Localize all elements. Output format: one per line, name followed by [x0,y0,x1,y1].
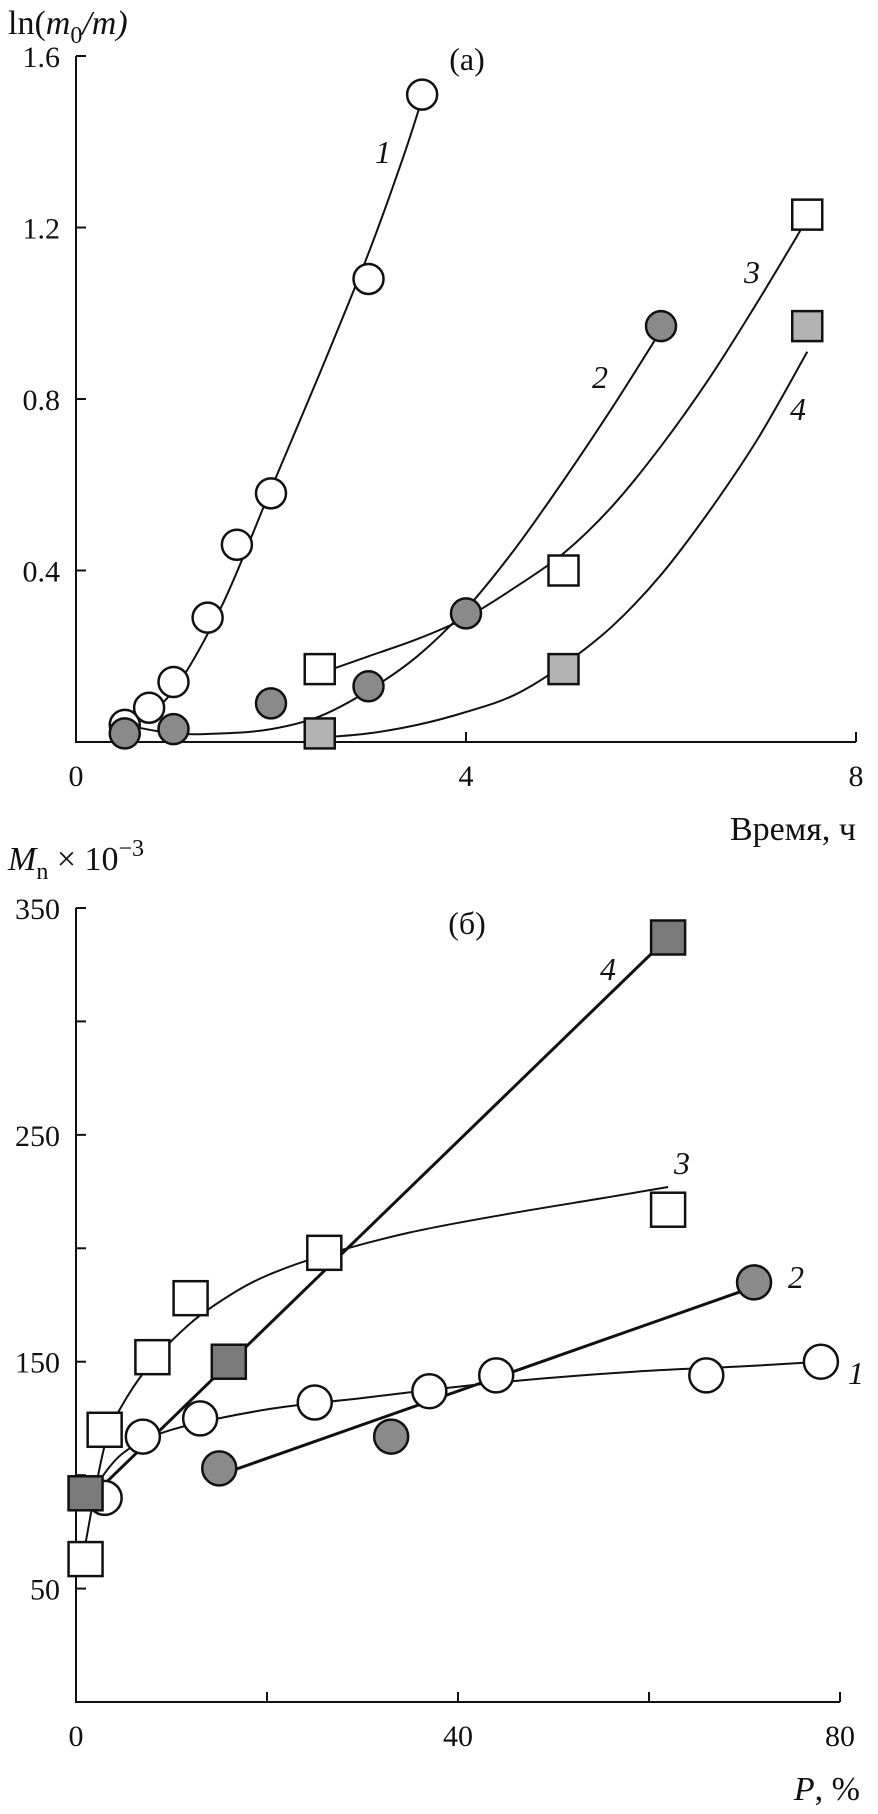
fit-curve-a-2 [124,329,662,736]
point-a-2-5 [644,309,678,343]
point-a-3-1 [547,554,580,587]
curve-label-a-1: 1 [375,134,391,170]
point-b-3-0 [67,1540,104,1578]
fit-curve-b-4 [84,936,670,1504]
point-b-1-3 [296,1384,333,1421]
point-b-1-6 [688,1357,725,1394]
point-b-1-7 [802,1343,840,1380]
y-tick-label-a-1: 0.8 [23,384,61,417]
y-tick-label-a-2: 1.2 [23,213,61,246]
point-b-1-4 [411,1372,448,1410]
curve-label-a-3: 3 [743,254,760,290]
ylabel-M: M [7,841,38,878]
point-b-4-0 [67,1475,104,1512]
ylabel-subscript-n: n [36,859,48,885]
x-tick-label-a-1: 4 [459,760,474,793]
panel-b-fit-curves [84,936,821,1544]
fit-curve-a-1 [128,98,424,730]
panel-a-ticks: 0 4 8 0.4 0.8 1.2 1.6 [23,41,864,793]
panel-a-time-plot: ln(m0/m) (а) 0 4 80.40.81.21.6 1 2 3 4 Вре… [8,5,864,848]
point-a-4-2 [791,309,824,343]
point-b-4-2 [649,919,687,956]
panel-a-curve-labels: 1 2 3 4 [375,134,806,427]
point-b-3-3 [172,1279,209,1317]
y-tick-label-b-0: 50 [30,1574,60,1607]
point-a-1-1 [132,691,166,724]
y-tick-label-b-4: 250 [15,1120,60,1153]
x-tick-label-a-0: 0 [69,760,84,793]
y-tick-label-a-3: 1.6 [23,41,61,74]
point-a-3-2 [791,198,824,231]
point-a-1-6 [352,262,385,296]
panel-b-data-points [67,919,840,1578]
panel-b-y-axis-label: Mn × 10−3 [7,836,144,885]
x-tick-label-b-4: 80 [825,1720,855,1753]
panel-b-conversion-plot: Mn × 10−3 (б) 0 40 80 50 150 250 350 1 2 3 4 P… [7,836,864,1808]
point-a-4-0 [303,717,336,750]
xlabel-percent: , % [815,1771,860,1808]
ylabel-m0: m [46,5,71,42]
point-a-2-3 [352,670,385,703]
y-tick-label-b-6: 350 [15,893,60,926]
panel-a-data-points [108,78,824,750]
fit-curve-a-3 [319,218,809,675]
panel-a-axes [75,56,856,743]
point-b-3-4 [306,1234,343,1272]
ylabel-subscript: 0 [70,23,82,49]
panel-b-curve-labels: 1 2 3 4 [600,951,864,1391]
point-b-2-1 [372,1418,410,1455]
point-b-3-5 [649,1191,687,1228]
point-a-1-5 [254,477,288,510]
y-tick-label-a-0: 0.4 [23,556,61,589]
ylabel-prefix: ln( [8,5,46,42]
point-b-4-1 [210,1343,248,1380]
curve-label-b-4: 4 [600,951,616,987]
point-a-2-4 [449,597,483,630]
panel-b-ticks: 0 40 80 50 150 250 350 [15,893,855,1753]
panel-b-x-axis-label: P, % [793,1771,860,1808]
ylabel-m: /m) [80,5,127,42]
point-b-2-2 [735,1264,773,1301]
curve-label-b-2: 2 [788,1259,804,1295]
ylabel-exponent: −3 [119,836,145,862]
xlabel-P: P [793,1771,815,1808]
x-tick-label-b-0: 0 [69,1720,84,1753]
ylabel-times-ten: × 10 [48,841,118,878]
point-a-1-4 [220,528,254,562]
curve-label-b-1: 1 [848,1355,864,1391]
panel-a-y-axis-label: ln(m0/m) [8,5,128,49]
x-tick-label-b-2: 40 [443,1720,473,1753]
point-a-1-3 [191,601,224,634]
point-b-2-0 [201,1450,238,1487]
curve-label-a-4: 4 [790,391,806,427]
fit-curve-b-3 [84,1186,669,1544]
point-b-3-1 [86,1411,123,1449]
point-a-3-0 [303,652,336,686]
panel-b-label: (б) [448,905,486,941]
point-b-1-5 [477,1357,515,1394]
point-a-2-0 [108,717,141,750]
point-a-4-1 [547,652,580,686]
point-a-2-1 [157,712,190,746]
curve-label-a-2: 2 [592,359,608,395]
panel-a-fit-curves [124,98,809,739]
panel-a-label: (а) [449,41,485,77]
point-b-1-2 [181,1400,219,1437]
point-a-2-2 [254,687,288,720]
curve-label-b-3: 3 [673,1145,690,1181]
x-tick-label-a-2: 8 [849,760,864,793]
point-a-1-2 [157,665,190,699]
point-a-1-7 [405,78,439,111]
panel-a-x-axis-label: Время, ч [730,811,856,848]
point-b-3-2 [134,1338,171,1376]
y-tick-label-b-2: 150 [15,1347,60,1380]
point-b-1-1 [124,1418,162,1455]
